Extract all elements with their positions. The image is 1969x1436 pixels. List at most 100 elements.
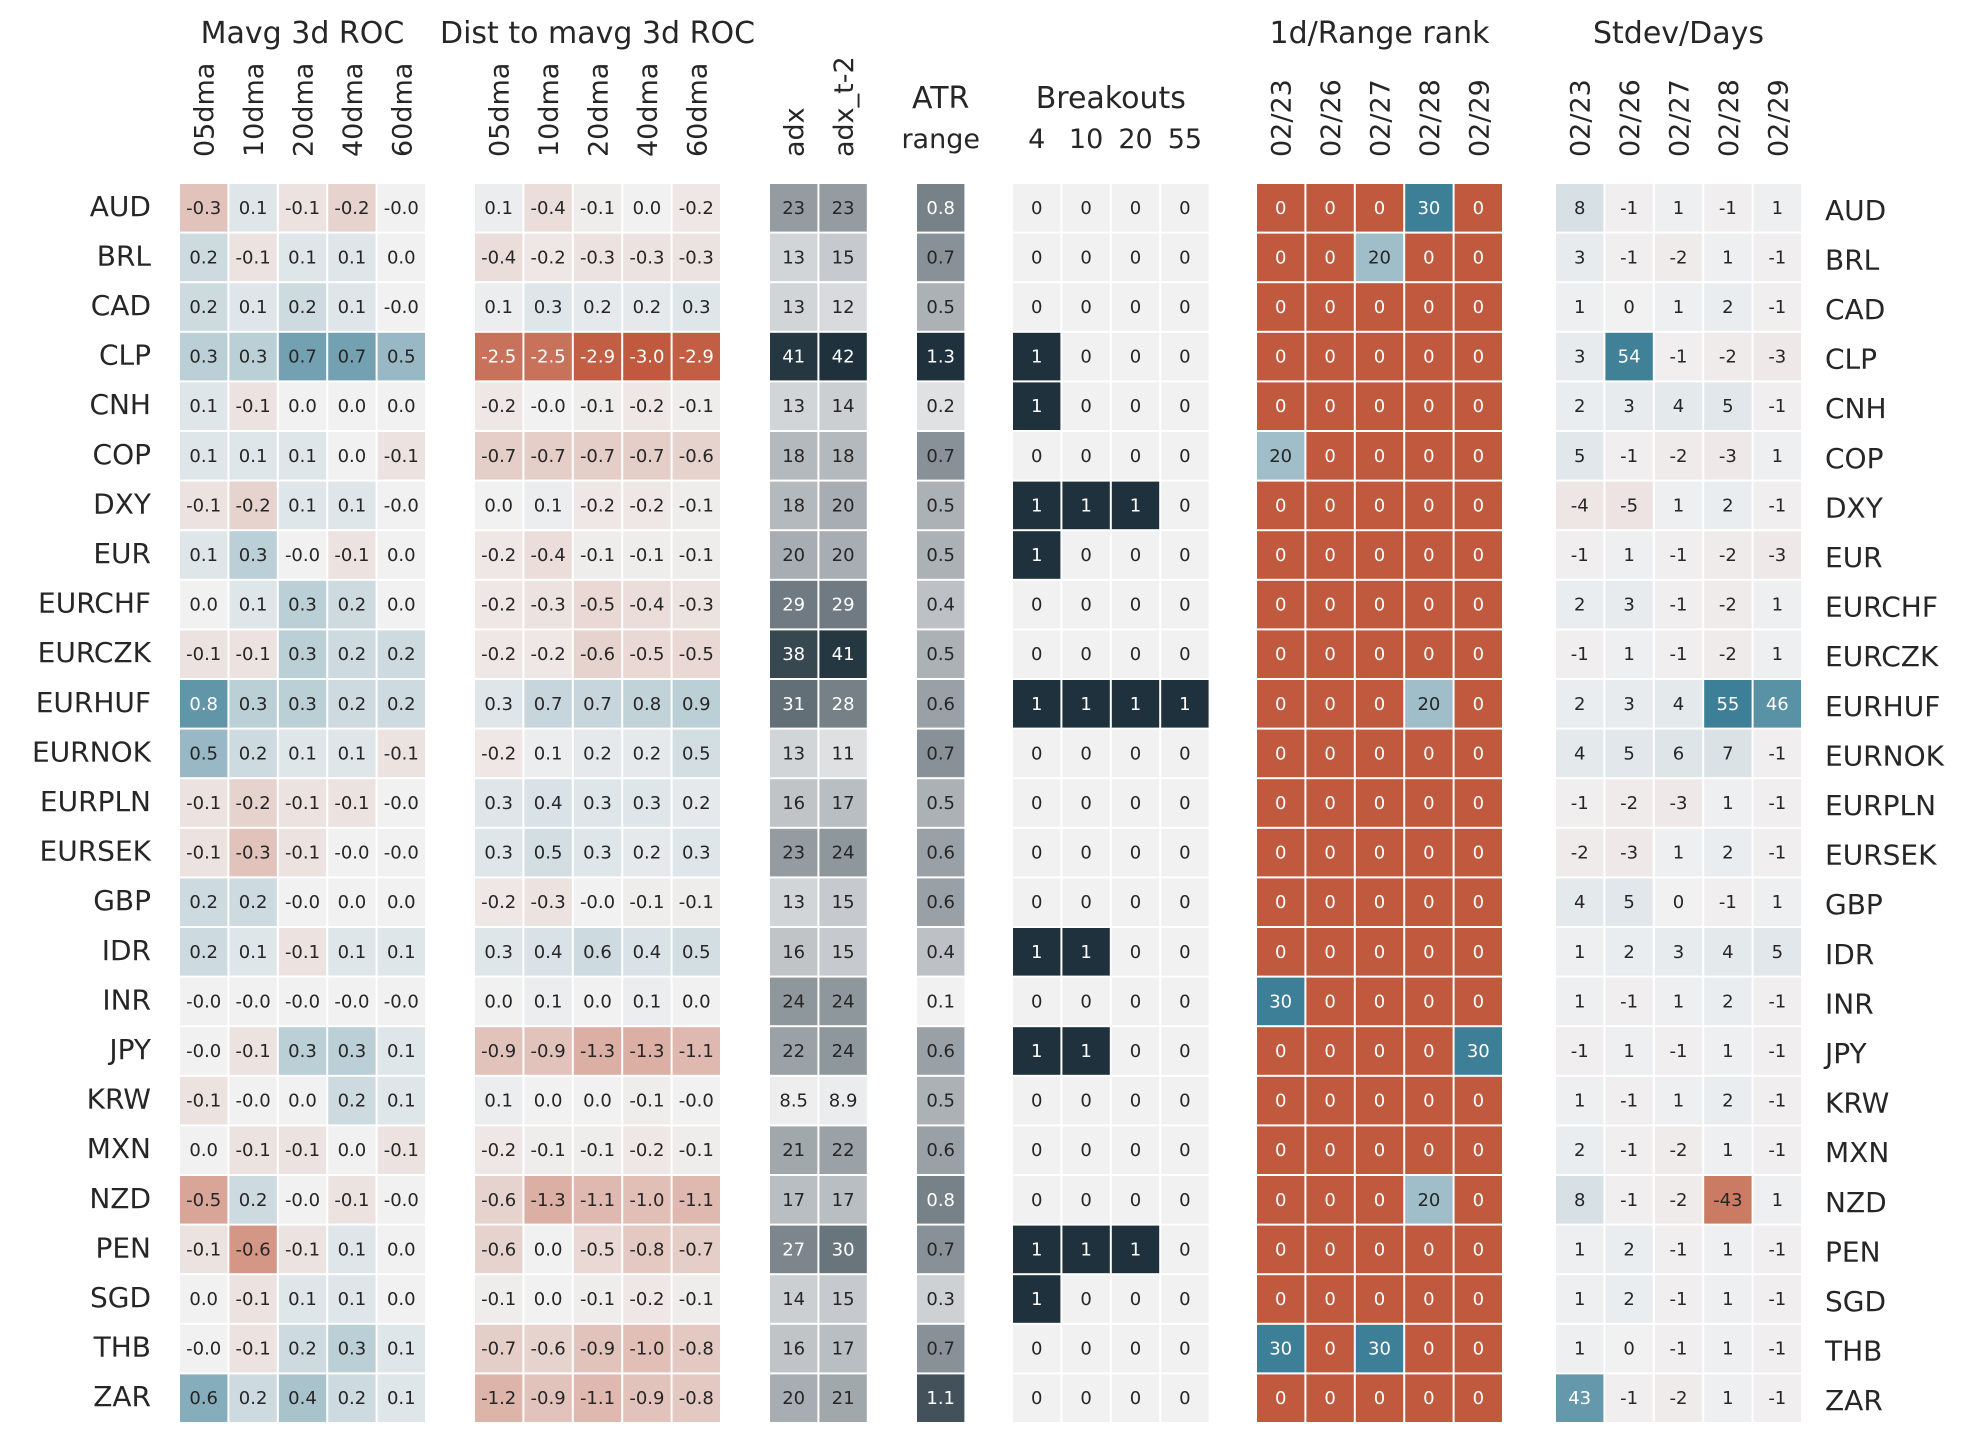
heatmap-cell bbox=[278, 1275, 327, 1323]
cell-value-label: -1 bbox=[1768, 396, 1786, 417]
cell-value-label: 0 bbox=[1031, 793, 1042, 814]
heatmap-cell bbox=[770, 878, 818, 926]
heatmap-cell bbox=[1013, 630, 1061, 678]
heatmap-cell bbox=[1605, 779, 1653, 827]
heatmap-cell bbox=[1257, 1126, 1305, 1174]
cell-value-label: -0.1 bbox=[236, 1339, 271, 1360]
heatmap-panel-1: 0.1 -0.4 -0.1 0.0 -0.2 -0.4 -0.2 -0.3 -0.3 -0.3 0.… bbox=[440, 16, 755, 1422]
heatmap-cell bbox=[1605, 332, 1653, 381]
cell-value-label: 5 bbox=[1772, 942, 1783, 963]
heatmap-cell bbox=[1355, 1374, 1404, 1422]
cell-value-label: 0.1 bbox=[926, 991, 955, 1012]
row-label-right: MXN bbox=[1825, 1136, 1889, 1169]
heatmap-cell bbox=[917, 1076, 965, 1125]
cell-value-label: -0.1 bbox=[679, 1140, 714, 1161]
heatmap-cell bbox=[573, 1176, 622, 1224]
cell-value-label: 1 bbox=[1722, 1388, 1733, 1409]
cell-value-label: 0 bbox=[1179, 991, 1190, 1012]
heatmap-cell bbox=[1355, 1275, 1404, 1323]
cell-value-label: 0 bbox=[1275, 1388, 1286, 1409]
heatmap-cell bbox=[278, 233, 327, 282]
row-label-left: EUR bbox=[93, 537, 151, 570]
cell-value-label: 1 bbox=[1031, 1289, 1042, 1310]
cell-value-label: 0 bbox=[1324, 1239, 1335, 1260]
heatmap-cell bbox=[1605, 283, 1653, 331]
heatmap-cell bbox=[672, 878, 720, 926]
cell-value-label: 0 bbox=[1275, 1190, 1286, 1211]
cell-value-label: 20 bbox=[1417, 1190, 1440, 1211]
cell-value-label: 0.3 bbox=[288, 644, 317, 665]
cell-value-label: -0.0 bbox=[285, 892, 320, 913]
heatmap-cell bbox=[1704, 828, 1752, 877]
heatmap-cell bbox=[1454, 878, 1502, 926]
cell-value-label: 0 bbox=[1423, 892, 1434, 913]
heatmap-cell bbox=[573, 928, 622, 976]
cell-value-label: 0.1 bbox=[534, 991, 563, 1012]
cell-value-label: -0.1 bbox=[285, 198, 320, 219]
heatmap-cell bbox=[1161, 729, 1209, 778]
cell-value-label: -2.9 bbox=[679, 347, 714, 368]
heatmap-cell bbox=[180, 977, 228, 1026]
row-label-left: CAD bbox=[91, 289, 151, 322]
cell-value-label: 0.7 bbox=[288, 347, 317, 368]
cell-value-label: 4 bbox=[1673, 694, 1684, 715]
cell-value-label: 0.8 bbox=[926, 1190, 955, 1211]
cell-value-label: -0.5 bbox=[679, 644, 714, 665]
heatmap-cell bbox=[1556, 580, 1604, 629]
cell-value-label: 0.5 bbox=[926, 644, 955, 665]
cell-value-label: -1 bbox=[1670, 1339, 1688, 1360]
cell-value-label: 0.3 bbox=[239, 694, 268, 715]
heatmap-cell bbox=[1257, 382, 1305, 430]
cell-value-label: -0.2 bbox=[236, 793, 271, 814]
heatmap-cell bbox=[1753, 233, 1801, 282]
cell-value-label: 17 bbox=[832, 1190, 855, 1211]
heatmap-cell bbox=[770, 680, 818, 728]
cell-value-label: -1 bbox=[1768, 843, 1786, 864]
row-label-left: IDR bbox=[102, 934, 151, 967]
cell-value-label: -1 bbox=[1571, 1041, 1589, 1062]
cell-value-label: -0.9 bbox=[531, 1041, 566, 1062]
heatmap-cell bbox=[623, 233, 671, 282]
cell-value-label: 43 bbox=[1568, 1388, 1591, 1409]
row-label-right: EURNOK bbox=[1825, 739, 1945, 772]
heatmap-cell bbox=[475, 332, 523, 381]
column-label: 02/27 bbox=[1366, 79, 1397, 157]
cell-value-label: 0 bbox=[1473, 347, 1484, 368]
column-label: 02/28 bbox=[1714, 79, 1745, 157]
cell-value-label: 0.2 bbox=[189, 942, 218, 963]
heatmap-cell bbox=[475, 283, 523, 331]
cell-value-label: 0.1 bbox=[189, 446, 218, 467]
heatmap-cell bbox=[623, 1027, 671, 1075]
heatmap-cell bbox=[1753, 1324, 1801, 1373]
cell-value-label: 0.3 bbox=[239, 347, 268, 368]
cell-value-label: 1 bbox=[1574, 1339, 1585, 1360]
cell-value-label: 0 bbox=[1473, 247, 1484, 268]
heatmap-cell bbox=[1161, 928, 1209, 976]
cell-value-label: -0.0 bbox=[285, 545, 320, 566]
heatmap-cell bbox=[475, 1027, 523, 1075]
row-label-left: NZD bbox=[89, 1182, 151, 1215]
cell-value-label: 0 bbox=[1130, 1339, 1141, 1360]
heatmap-cell bbox=[1605, 1126, 1653, 1174]
heatmap-cell bbox=[229, 1374, 277, 1422]
cell-value-label: -1 bbox=[1768, 1388, 1786, 1409]
cell-value-label: 0 bbox=[1031, 1190, 1042, 1211]
heatmap-cell bbox=[1161, 1076, 1209, 1125]
heatmap-cell bbox=[623, 928, 671, 976]
heatmap-cell bbox=[229, 580, 277, 629]
cell-value-label: 3 bbox=[1623, 595, 1634, 616]
heatmap-cell bbox=[623, 878, 671, 926]
heatmap-cell bbox=[377, 1126, 425, 1174]
heatmap-cell bbox=[1111, 184, 1160, 232]
cell-value-label: 0 bbox=[1473, 1140, 1484, 1161]
heatmap-cell bbox=[1405, 630, 1453, 678]
cell-value-label: 0.1 bbox=[338, 297, 367, 318]
heatmap-cell bbox=[623, 1126, 671, 1174]
heatmap-cell bbox=[1306, 184, 1354, 232]
column-label: 05dma bbox=[190, 63, 221, 157]
heatmap-cell bbox=[1257, 1275, 1305, 1323]
cell-value-label: 1 bbox=[1031, 545, 1042, 566]
heatmap-cell bbox=[1111, 1225, 1160, 1274]
heatmap-cell bbox=[672, 1275, 720, 1323]
heatmap-cell bbox=[770, 184, 818, 232]
